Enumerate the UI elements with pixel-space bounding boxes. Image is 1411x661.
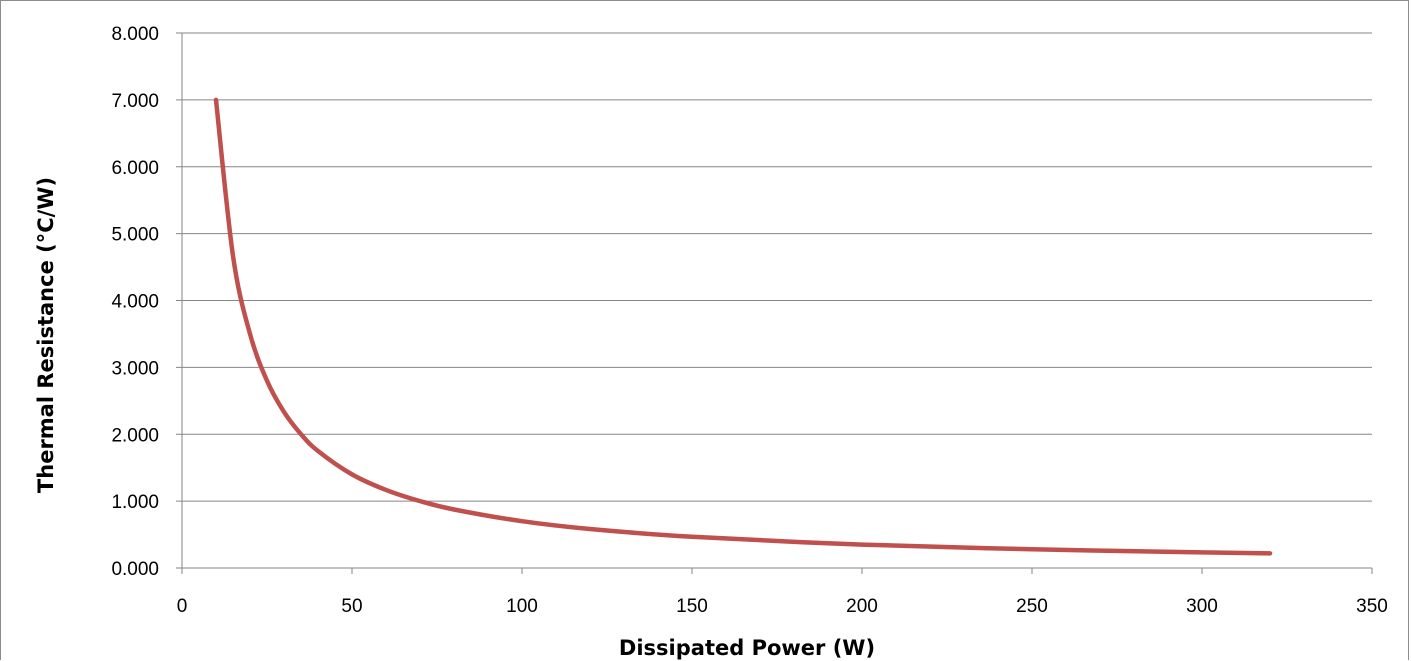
x-tick-label: 300 xyxy=(1186,596,1218,617)
x-tick-label: 150 xyxy=(676,596,708,617)
x-tick-label: 250 xyxy=(1016,596,1048,617)
y-tick-label: 7.000 xyxy=(111,91,159,112)
y-tick-label: 0.000 xyxy=(111,559,159,580)
y-tick-label: 8.000 xyxy=(111,24,159,45)
x-tick-label: 350 xyxy=(1356,596,1388,617)
x-tick-label: 50 xyxy=(341,596,362,617)
y-tick-label: 3.000 xyxy=(111,358,159,379)
series-line-0 xyxy=(213,97,1273,556)
y-tick-label: 2.000 xyxy=(111,425,159,446)
y-tick-label: 4.000 xyxy=(111,292,159,313)
series-layer xyxy=(213,97,1273,556)
axes xyxy=(176,32,1373,574)
y-axis-title: Thermal Resistance (°C/W) xyxy=(34,177,58,493)
y-tick-label: 5.000 xyxy=(111,225,159,246)
y-tick-label: 6.000 xyxy=(111,158,159,179)
y-tick-label: 1.000 xyxy=(111,492,159,513)
x-tick-label: 0 xyxy=(177,596,188,617)
x-tick-label: 200 xyxy=(846,596,878,617)
tick-labels: 0.000 1.000 2.000 3.000 4.000 5.000 6.000 7.000… xyxy=(111,24,1387,617)
x-axis-title: Dissipated Power (W) xyxy=(619,636,875,660)
x-tick-label: 100 xyxy=(506,596,538,617)
gridlines xyxy=(182,32,1372,502)
